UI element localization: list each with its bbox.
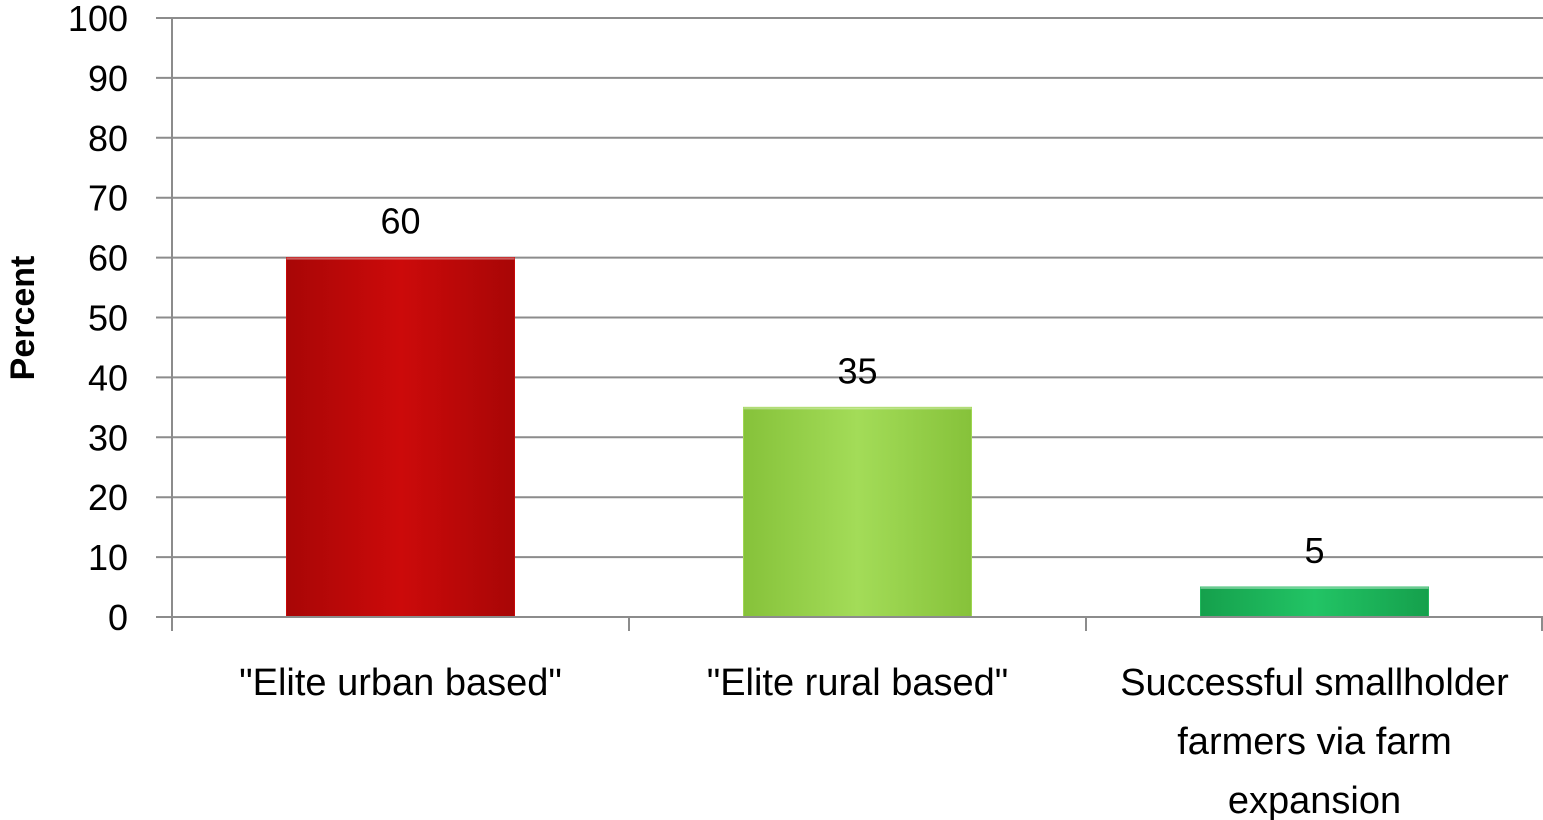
data-label: 60 bbox=[380, 201, 420, 242]
data-labels: 60 35 5 bbox=[380, 201, 1324, 571]
y-tick-label: 30 bbox=[88, 417, 128, 458]
data-label: 35 bbox=[837, 350, 877, 391]
x-category-label: farmers via farm bbox=[1177, 721, 1451, 763]
bars bbox=[286, 257, 1429, 618]
y-tick-label: 20 bbox=[88, 477, 128, 518]
bar bbox=[1200, 586, 1429, 618]
bar bbox=[286, 257, 515, 618]
y-tick-label: 50 bbox=[88, 298, 128, 339]
y-axis-ticks: 0 10 20 30 40 50 60 70 80 90 100 bbox=[68, 0, 128, 638]
axes bbox=[156, 18, 1543, 631]
y-axis-title: Percent bbox=[4, 256, 42, 381]
bar bbox=[743, 406, 972, 618]
x-category-label: "Elite rural based" bbox=[707, 662, 1009, 704]
y-tick-label: 100 bbox=[68, 0, 128, 39]
y-tick-label: 60 bbox=[88, 238, 128, 279]
y-tick-label: 10 bbox=[88, 537, 128, 578]
x-category-label: Successful smallholder bbox=[1120, 662, 1509, 704]
data-label: 5 bbox=[1304, 530, 1324, 571]
y-tick-label: 40 bbox=[88, 357, 128, 398]
y-tick-label: 0 bbox=[108, 597, 128, 638]
y-tick-label: 70 bbox=[88, 178, 128, 219]
x-category-label: "Elite urban based" bbox=[239, 662, 562, 704]
y-tick-label: 80 bbox=[88, 118, 128, 159]
x-category-label: expansion bbox=[1228, 780, 1401, 820]
x-axis-category-labels: "Elite urban based" "Elite rural based" Su… bbox=[239, 662, 1509, 820]
y-tick-label: 90 bbox=[88, 58, 128, 99]
